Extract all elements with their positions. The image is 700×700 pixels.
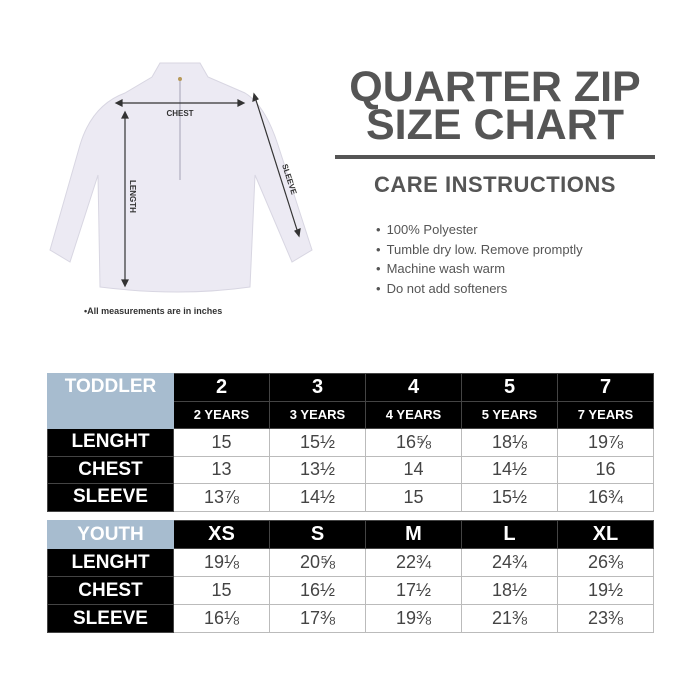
size-header: S — [269, 520, 366, 549]
age-header: 3 YEARS — [269, 400, 366, 429]
toddler-size-table: TODDLER 2 3 4 5 7 2 YEARS 3 YEARS 4 YEARS 5 YEARS… — [47, 373, 654, 512]
care-item: Machine wash warm — [376, 259, 583, 279]
measurement-value: 17½ — [365, 576, 462, 605]
category-label: TODDLER — [47, 373, 174, 402]
measurement-value: 18⅛ — [461, 428, 558, 457]
measurement-value: 13⅞ — [173, 483, 270, 512]
chest-label: CHEST — [166, 109, 193, 118]
size-header: 7 — [557, 373, 654, 402]
measurement-value: 16¾ — [557, 483, 654, 512]
quarter-zip-diagram: CHEST LENGTH SLEEVE — [49, 62, 313, 293]
measurement-value: 21⅜ — [461, 604, 558, 633]
zipper-pull-icon — [178, 77, 182, 81]
page-title: QUARTER ZIP SIZE CHART — [330, 63, 660, 149]
category-blank — [47, 400, 174, 429]
size-header: 4 — [365, 373, 462, 402]
measurement-value: 22¾ — [365, 548, 462, 577]
measurement-value: 18½ — [461, 576, 558, 605]
measurement-value: 15½ — [269, 428, 366, 457]
measurement-value: 23⅜ — [557, 604, 654, 633]
measurement-value: 17⅜ — [269, 604, 366, 633]
measurement-value: 19⅞ — [557, 428, 654, 457]
age-header: 7 YEARS — [557, 400, 654, 429]
measurement-value: 16½ — [269, 576, 366, 605]
table-row: SLEEVE 13⅞ 14½ 15 15½ 16¾ — [47, 483, 654, 512]
care-item: Tumble dry low. Remove promptly — [376, 240, 583, 260]
table-row: CHEST 13 13½ 14 14½ 16 — [47, 455, 654, 484]
measurement-value: 19⅜ — [365, 604, 462, 633]
measurement-value: 15 — [173, 576, 270, 605]
measurement-value: 14 — [365, 455, 462, 484]
measurement-value: 15½ — [461, 483, 558, 512]
measurement-value: 13½ — [269, 455, 366, 484]
measurement-value: 19½ — [557, 576, 654, 605]
measurement-label: CHEST — [47, 576, 174, 605]
size-header-row: TODDLER 2 3 4 5 7 — [47, 373, 654, 402]
size-header: 2 — [173, 373, 270, 402]
age-header: 4 YEARS — [365, 400, 462, 429]
measurement-value: 26⅜ — [557, 548, 654, 577]
care-list: 100% Polyester Tumble dry low. Remove pr… — [376, 220, 583, 298]
age-header: 5 YEARS — [461, 400, 558, 429]
care-item: Do not add softeners — [376, 279, 583, 299]
measurement-label: LENGHT — [47, 548, 174, 577]
measurement-note: •All measurements are in inches — [84, 306, 223, 316]
table-row: LENGHT 15 15½ 16⅝ 18⅛ 19⅞ — [47, 428, 654, 457]
measurement-label: SLEEVE — [47, 604, 174, 633]
measurement-value: 20⅝ — [269, 548, 366, 577]
measurement-value: 16⅛ — [173, 604, 270, 633]
size-header-row: YOUTH XS S M L XL — [47, 520, 654, 549]
table-row: CHEST 15 16½ 17½ 18½ 19½ — [47, 576, 654, 605]
table-row: LENGHT 19⅛ 20⅝ 22¾ 24¾ 26⅜ — [47, 548, 654, 577]
care-item: 100% Polyester — [376, 220, 583, 240]
title-line-1: QUARTER ZIP — [349, 63, 641, 111]
measurement-value: 16 — [557, 455, 654, 484]
measurement-label: CHEST — [47, 455, 174, 484]
measurement-value: 19⅛ — [173, 548, 270, 577]
measurement-label: SLEEVE — [47, 483, 174, 512]
youth-size-table: YOUTH XS S M L XL LENGHT 19⅛ 20⅝ 22¾ 24¾ 26⅜ CHEST 15… — [47, 520, 654, 633]
care-heading: CARE INSTRUCTIONS — [374, 172, 616, 197]
age-row: 2 YEARS 3 YEARS 4 YEARS 5 YEARS 7 YEARS — [47, 400, 654, 429]
size-header: 3 — [269, 373, 366, 402]
size-header: 5 — [461, 373, 558, 402]
table-row: SLEEVE 16⅛ 17⅜ 19⅜ 21⅜ 23⅜ — [47, 604, 654, 633]
measurement-value: 16⅝ — [365, 428, 462, 457]
size-header: L — [461, 520, 558, 549]
measurement-value: 14½ — [269, 483, 366, 512]
size-header: M — [365, 520, 462, 549]
age-header: 2 YEARS — [173, 400, 270, 429]
measurement-value: 15 — [365, 483, 462, 512]
title-line-2: SIZE CHART — [366, 101, 624, 149]
category-label: YOUTH — [47, 520, 174, 549]
size-header: XL — [557, 520, 654, 549]
measurement-value: 13 — [173, 455, 270, 484]
measurement-label: LENGHT — [47, 428, 174, 457]
measurement-value: 24¾ — [461, 548, 558, 577]
title-divider — [335, 155, 655, 159]
size-header: XS — [173, 520, 270, 549]
measurement-value: 14½ — [461, 455, 558, 484]
measurement-value: 15 — [173, 428, 270, 457]
length-label: LENGTH — [128, 180, 137, 213]
